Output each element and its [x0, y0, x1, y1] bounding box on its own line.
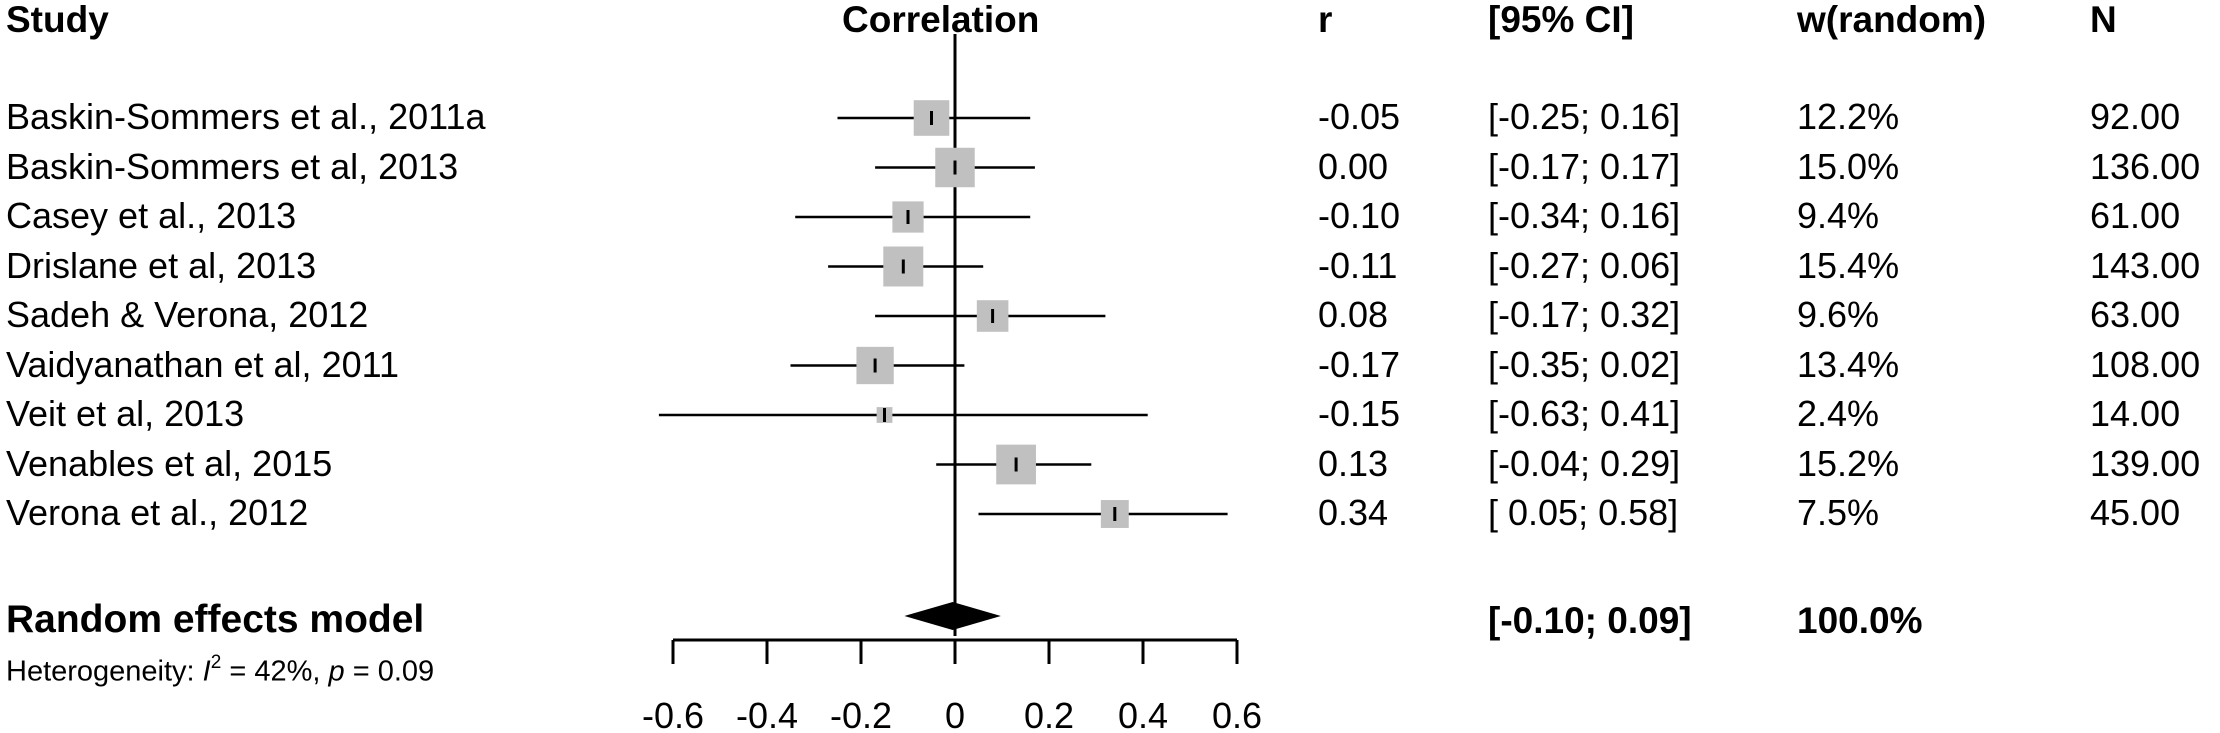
n-value: 108.00	[2090, 343, 2201, 385]
weight-value: 7.5%	[1797, 492, 1880, 533]
n-value: 139.00	[2090, 442, 2201, 484]
ci-value: [-0.17; 0.32]	[1488, 294, 1681, 335]
study-label: Sadeh & Verona, 2012	[6, 294, 369, 335]
weight-value: 12.2%	[1797, 96, 1900, 137]
r-value: -0.15	[1318, 393, 1401, 434]
weight-value: 15.2%	[1797, 442, 1900, 484]
study-label: Casey et al., 2013	[6, 195, 297, 236]
n-value: 92.00	[2090, 96, 2181, 137]
summary-weight: 100.0%	[1797, 600, 1923, 641]
r-value: -0.17	[1318, 343, 1401, 385]
ci-value: [-0.04; 0.29]	[1488, 442, 1681, 484]
n-value: 45.00	[2090, 492, 2181, 533]
header-n: N	[2090, 0, 2117, 40]
x-tick-label: -0.6	[642, 695, 704, 733]
r-value: 0.08	[1318, 294, 1389, 335]
r-value: -0.05	[1318, 96, 1401, 137]
i2-symbol: I	[202, 655, 211, 688]
i2-exponent: 2	[210, 652, 222, 673]
weight-value: 13.4%	[1797, 343, 1900, 385]
r-value: 0.00	[1318, 145, 1389, 187]
study-label: Venables et al, 2015	[6, 442, 333, 484]
ci-value: [-0.34; 0.16]	[1488, 195, 1681, 236]
r-value: 0.13	[1318, 442, 1389, 484]
study-label: Baskin-Sommers et al., 2011a	[6, 96, 486, 137]
summary-ci: [-0.10; 0.09]	[1488, 600, 1692, 641]
n-value: 63.00	[2090, 294, 2181, 335]
r-value: 0.34	[1318, 492, 1389, 533]
p-symbol: p	[328, 655, 345, 688]
ci-value: [-0.63; 0.41]	[1488, 393, 1681, 434]
study-label: Veit et al, 2013	[6, 393, 245, 434]
x-tick-label: 0.4	[1118, 695, 1168, 733]
ci-value: [-0.17; 0.17]	[1488, 145, 1681, 187]
x-tick-label: 0	[945, 695, 965, 733]
n-value: 143.00	[2090, 244, 2201, 286]
weight-value: 2.4%	[1797, 393, 1880, 434]
weight-value: 9.6%	[1797, 294, 1880, 335]
ci-value: [ 0.05; 0.58]	[1488, 492, 1679, 533]
weight-value: 15.0%	[1797, 145, 1900, 187]
weight-value: 9.4%	[1797, 195, 1880, 236]
heterogeneity-prefix: Heterogeneity:	[6, 655, 203, 688]
header-weight: w(random)	[1797, 0, 1987, 40]
header-study: Study	[6, 0, 109, 40]
study-label: Vaidyanathan et al, 2011	[6, 343, 399, 385]
ci-value: [-0.27; 0.06]	[1488, 244, 1681, 286]
weight-value: 15.4%	[1797, 244, 1900, 286]
x-tick-label: 0.2	[1024, 695, 1074, 733]
n-value: 14.00	[2090, 393, 2181, 434]
ci-value: [-0.25; 0.16]	[1488, 96, 1681, 137]
header-ci: [95% CI]	[1488, 0, 1634, 40]
p-value: = 0.09	[344, 655, 435, 688]
study-label: Drislane et al, 2013	[6, 244, 317, 286]
x-tick-label: -0.4	[736, 695, 798, 733]
ci-value: [-0.35; 0.02]	[1488, 343, 1681, 385]
n-value: 136.00	[2090, 145, 2201, 187]
summary-diamond	[904, 601, 1001, 631]
x-tick-label: 0.6	[1212, 695, 1262, 733]
header-r: r	[1318, 0, 1333, 40]
r-value: -0.11	[1318, 244, 1398, 286]
i2-value: = 42%,	[221, 655, 329, 688]
n-value: 61.00	[2090, 195, 2181, 236]
study-label: Verona et al., 2012	[6, 492, 309, 533]
header-correlation: Correlation	[842, 0, 1040, 40]
study-label: Baskin-Sommers et al, 2013	[6, 145, 459, 187]
heterogeneity-text: Heterogeneity: I2 = 42%, p = 0.09	[6, 652, 435, 689]
x-tick-label: -0.2	[830, 695, 892, 733]
summary-label: Random effects model	[6, 598, 425, 641]
r-value: -0.10	[1318, 195, 1401, 236]
